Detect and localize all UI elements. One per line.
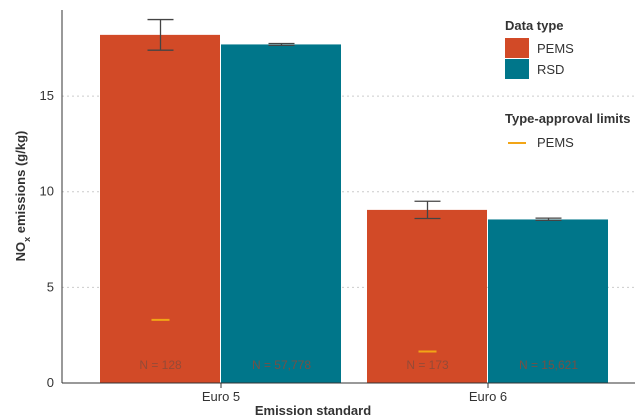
- x-axis-title: Emission standard: [255, 403, 371, 418]
- x-tick-label-1: Euro 6: [469, 389, 507, 404]
- bar-rsd-1: [488, 219, 608, 383]
- legend-swatch-pems: [505, 38, 529, 58]
- bar-pems-1: [367, 209, 487, 383]
- bars: [100, 34, 608, 383]
- bar-pems-0: [100, 34, 220, 383]
- y-tick-label-0: 0: [47, 375, 54, 390]
- bar-rsd-0: [221, 44, 341, 383]
- sample-size-label-pems-1: N = 173: [406, 358, 449, 372]
- y-axis-title: NOx emissions (g/kg): [13, 131, 32, 262]
- sample-size-label-pems-0: N = 128: [139, 358, 182, 372]
- y-tick-label-5: 5: [47, 279, 54, 294]
- sample-size-labels: N = 128 N = 57,778 N = 173 N = 15,621: [139, 358, 578, 372]
- legend-label-pems: PEMS: [537, 41, 574, 56]
- legend-swatch-rsd: [505, 59, 529, 79]
- sample-size-label-rsd-0: N = 57,778: [252, 358, 311, 372]
- y-tick-label-10: 10: [40, 184, 54, 199]
- legend-label-limit-pems: PEMS: [537, 135, 574, 150]
- legend-label-rsd: RSD: [537, 62, 564, 77]
- sample-size-label-rsd-1: N = 15,621: [519, 358, 578, 372]
- x-ticks: Euro 5 Euro 6: [202, 383, 507, 404]
- x-tick-label-0: Euro 5: [202, 389, 240, 404]
- y-ticks: 0 5 10 15: [40, 88, 54, 390]
- y-tick-label-15: 15: [40, 88, 54, 103]
- error-bars: [147, 18, 562, 222]
- legend-title-data-type: Data type: [505, 18, 564, 33]
- legend: Data type PEMS RSD Type-approval limits …: [505, 18, 630, 150]
- type-approval-limit-markers: [151, 318, 437, 353]
- legend-title-type-approval: Type-approval limits: [505, 111, 630, 126]
